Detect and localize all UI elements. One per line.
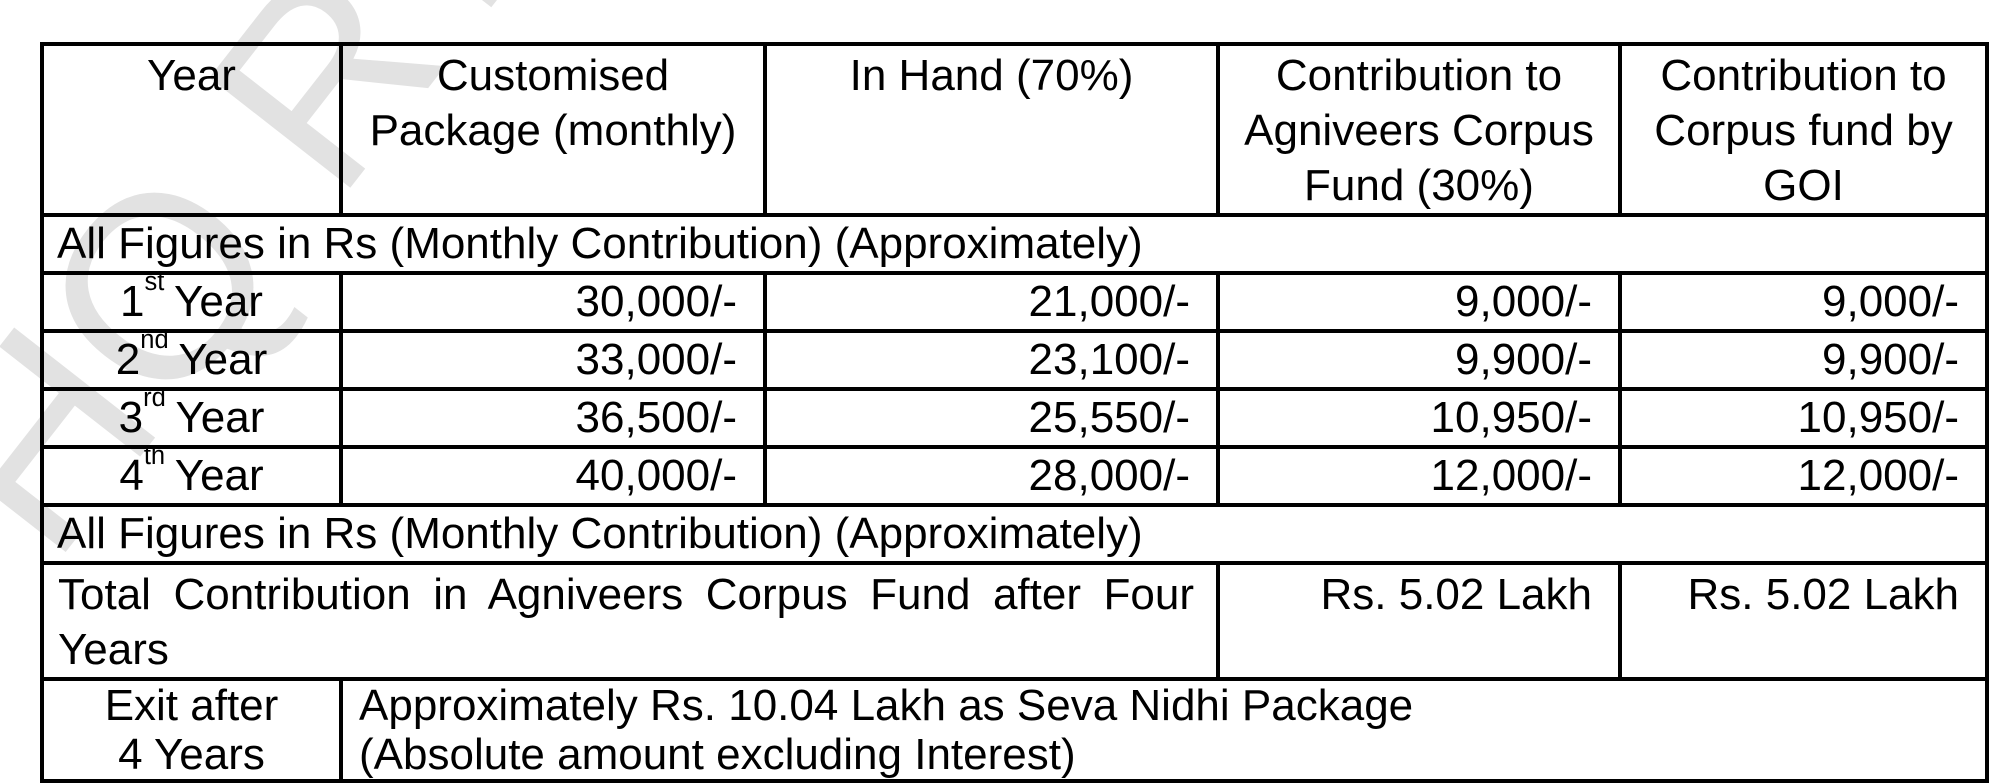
package-cell: 40,000/-: [339, 445, 767, 507]
goi-fund-cell: 9,000/-: [1618, 271, 1989, 333]
year-cell: 3rd Year: [40, 387, 343, 449]
table-row: 1st Year 30,000/- 21,000/- 9,000/- 9,000/…: [40, 271, 1989, 333]
total-label-cell: Total Contribution in Agniveers Corpus F…: [40, 561, 1220, 681]
total-corpus-value-cell: Rs. 5.02 Lakh: [1216, 561, 1622, 681]
header-year: Year: [40, 42, 343, 217]
package-cell: 36,500/-: [339, 387, 767, 449]
year-ordinal-suffix: nd: [140, 331, 169, 354]
corpus-fund-cell: 10,950/-: [1216, 387, 1622, 449]
table-row: 3rd Year 36,500/- 25,550/- 10,950/- 10,95…: [40, 387, 1989, 449]
note-row: All Figures in Rs (Monthly Contribution)…: [40, 503, 1989, 565]
goi-fund-cell: 10,950/-: [1618, 387, 1989, 449]
header-customised-package: Customised Package (monthly): [339, 42, 767, 217]
corpus-fund-cell: 9,900/-: [1216, 329, 1622, 391]
agniveer-pay-table: Year Customised Package (monthly) In Han…: [40, 42, 1989, 783]
year-cell: 4th Year: [40, 445, 343, 507]
table-row: 2nd Year 33,000/- 23,100/- 9,900/- 9,900/…: [40, 329, 1989, 391]
in-hand-cell: 28,000/-: [763, 445, 1220, 507]
year-ordinal-suffix: rd: [143, 389, 166, 412]
year-ordinal-suffix: st: [144, 273, 165, 296]
year-word: Year: [174, 277, 263, 326]
note-text: All Figures in Rs (Monthly Contribution)…: [40, 503, 1989, 565]
exit-row: Exit after 4 Years Approximately Rs. 10.…: [40, 677, 1989, 783]
year-ordinal: 2: [115, 335, 141, 384]
header-in-hand: In Hand (70%): [763, 42, 1220, 217]
goi-fund-cell: 9,900/-: [1618, 329, 1989, 391]
package-cell: 30,000/-: [339, 271, 767, 333]
total-label-line1: Total Contribution in Agniveers Corpus F…: [58, 570, 1194, 619]
header-corpus-fund: Contribution to Agniveers Corpus Fund (3…: [1216, 42, 1622, 217]
in-hand-cell: 25,550/-: [763, 387, 1220, 449]
year-cell: 2nd Year: [40, 329, 343, 391]
year-word: Year: [178, 335, 268, 384]
exit-description-line1: Approximately Rs. 10.04 Lakh as Seva Nid…: [359, 681, 1414, 730]
year-word: Year: [175, 393, 265, 442]
package-cell: 33,000/-: [339, 329, 767, 391]
corpus-fund-cell: 9,000/-: [1216, 271, 1622, 333]
corpus-fund-cell: 12,000/-: [1216, 445, 1622, 507]
goi-fund-cell: 12,000/-: [1618, 445, 1989, 507]
in-hand-cell: 23,100/-: [763, 329, 1220, 391]
total-goi-value-cell: Rs. 5.02 Lakh: [1618, 561, 1989, 681]
note-row: All Figures in Rs (Monthly Contribution)…: [40, 213, 1989, 275]
table-header-row: Year Customised Package (monthly) In Han…: [40, 42, 1989, 217]
note-text: All Figures in Rs (Monthly Contribution)…: [40, 213, 1989, 275]
year-word: Year: [174, 451, 264, 500]
total-label-line2: Years: [58, 625, 169, 674]
total-row: Total Contribution in Agniveers Corpus F…: [40, 561, 1989, 681]
exit-description-line2: (Absolute amount excluding Interest): [359, 730, 1076, 779]
header-goi-fund: Contribution to Corpus fund by GOI: [1618, 42, 1989, 217]
year-ordinal: 4: [119, 451, 144, 500]
exit-label-cell: Exit after 4 Years: [40, 677, 343, 783]
year-ordinal-suffix: th: [143, 447, 166, 470]
year-cell: 1st Year: [40, 271, 343, 333]
exit-description-cell: Approximately Rs. 10.04 Lakh as Seva Nid…: [339, 677, 1989, 783]
exit-label-line2: 4 Years: [118, 730, 265, 779]
year-ordinal: 1: [120, 277, 145, 326]
in-hand-cell: 21,000/-: [763, 271, 1220, 333]
exit-label-line1: Exit after: [104, 681, 279, 730]
table-row: 4th Year 40,000/- 28,000/- 12,000/- 12,00…: [40, 445, 1989, 507]
year-ordinal: 3: [118, 393, 144, 442]
